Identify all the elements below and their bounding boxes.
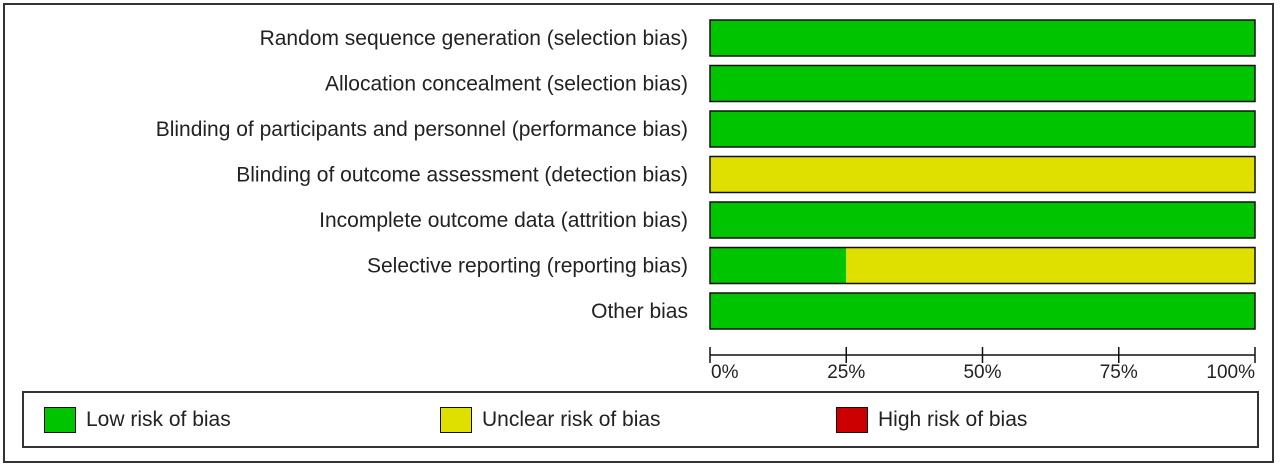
- bar-unclear-risk-of-bias-4: [710, 156, 1255, 193]
- bar-outline-4: [709, 155, 1256, 194]
- x-tick-label-0: 0%: [711, 362, 739, 383]
- legend-swatch-unclear: [440, 407, 472, 433]
- bar-outline-2: [709, 64, 1256, 103]
- legend-item-low: Low risk of bias: [44, 406, 231, 434]
- bar-outline-6: [709, 246, 1256, 285]
- bar-low-risk-of-bias-6: [710, 247, 847, 284]
- legend-swatch-high: [836, 407, 868, 433]
- bar-outline-5: [709, 201, 1256, 239]
- category-label-selective-reporting-reporting-bias: Selective reporting (reporting bias): [367, 255, 688, 278]
- x-tick-label-4: 100%: [1206, 362, 1255, 383]
- legend: Low risk of bias Unclear risk of bias Hi…: [22, 391, 1259, 448]
- category-label-allocation-concealment-selection-bias: Allocation concealment (selection bias): [325, 73, 688, 96]
- category-label-random-sequence-generation-selection-bias: Random sequence generation (selection bi…: [260, 27, 688, 50]
- bar-low-risk-of-bias-5: [710, 202, 1255, 238]
- bar-low-risk-of-bias-1: [710, 20, 1255, 56]
- legend-swatch-low: [44, 407, 76, 433]
- bar-outline-7: [709, 292, 1256, 330]
- risk-of-bias-chart: Random sequence generation (selection bi…: [156, 19, 1256, 383]
- x-tick-label-3: 75%: [1100, 362, 1138, 383]
- category-label-incomplete-outcome-data-attrition-bias: Incomplete outcome data (attrition bias): [319, 209, 688, 232]
- category-label-blinding-of-outcome-assessment-detection-bias: Blinding of outcome assessment (detectio…: [236, 164, 688, 187]
- category-label-blinding-of-participants-and-personnel-performance-bias: Blinding of participants and personnel (…: [156, 118, 688, 141]
- category-label-other-bias: Other bias: [591, 300, 688, 323]
- legend-label-high: High risk of bias: [878, 408, 1028, 431]
- bar-low-risk-of-bias-2: [710, 65, 1255, 102]
- legend-label-unclear: Unclear risk of bias: [482, 408, 661, 431]
- legend-item-high: High risk of bias: [836, 406, 1027, 434]
- x-tick-label-1: 25%: [827, 362, 865, 383]
- bar-low-risk-of-bias-7: [710, 293, 1255, 329]
- legend-item-unclear: Unclear risk of bias: [440, 406, 661, 434]
- bar-low-risk-of-bias-3: [710, 111, 1255, 147]
- bar-unclear-risk-of-bias-6: [846, 247, 1255, 284]
- x-tick-label-2: 50%: [963, 362, 1001, 383]
- legend-label-low: Low risk of bias: [86, 408, 231, 431]
- bar-outline-3: [709, 110, 1256, 148]
- bar-outline-1: [709, 19, 1256, 57]
